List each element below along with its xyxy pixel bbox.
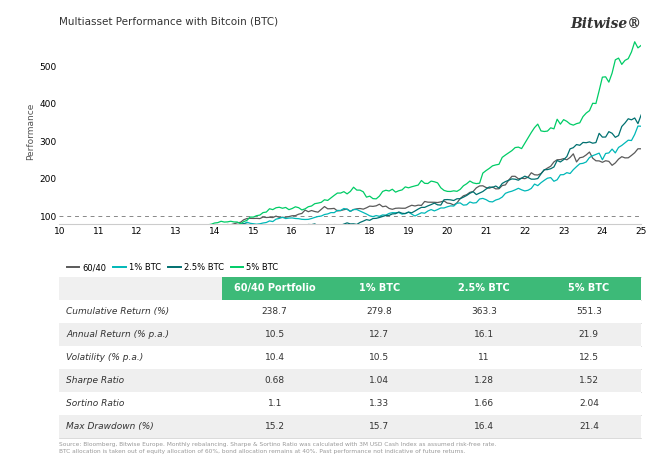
Text: 21.9: 21.9: [579, 330, 599, 339]
Text: 11: 11: [479, 352, 490, 362]
Text: Sharpe Ratio: Sharpe Ratio: [66, 376, 124, 385]
Text: 238.7: 238.7: [262, 307, 288, 315]
Text: 15.2: 15.2: [264, 421, 285, 430]
Text: Max Drawdown (%): Max Drawdown (%): [66, 421, 154, 430]
Text: 279.8: 279.8: [367, 307, 392, 315]
Text: 10.4: 10.4: [264, 352, 285, 362]
Text: 12.7: 12.7: [369, 330, 389, 339]
Text: 15.7: 15.7: [369, 421, 389, 430]
Text: 551.3: 551.3: [576, 307, 602, 315]
Text: 0.68: 0.68: [264, 376, 285, 385]
Text: 1.04: 1.04: [369, 376, 389, 385]
Text: 2.04: 2.04: [579, 399, 599, 408]
Text: 1.28: 1.28: [474, 376, 494, 385]
Text: Source: Bloomberg, Bitwise Europe. Monthly rebalancing. Sharpe & Sortino Ratio w: Source: Bloomberg, Bitwise Europe. Month…: [59, 442, 497, 454]
Legend: 60/40, 1% BTC, 2.5% BTC, 5% BTC: 60/40, 1% BTC, 2.5% BTC, 5% BTC: [63, 260, 282, 276]
Text: 5% BTC: 5% BTC: [568, 283, 609, 293]
Text: Bitwise®: Bitwise®: [570, 17, 641, 31]
Text: Volatility (% p.a.): Volatility (% p.a.): [66, 352, 143, 362]
Text: 1.52: 1.52: [579, 376, 599, 385]
Text: Annual Return (% p.a.): Annual Return (% p.a.): [66, 330, 169, 339]
Text: Cumulative Return (%): Cumulative Return (%): [66, 307, 169, 315]
Text: 16.1: 16.1: [474, 330, 494, 339]
Text: 12.5: 12.5: [579, 352, 599, 362]
Text: 60/40 Portfolio: 60/40 Portfolio: [234, 283, 315, 293]
Text: 16.4: 16.4: [474, 421, 494, 430]
Text: 1% BTC: 1% BTC: [359, 283, 400, 293]
Text: 10.5: 10.5: [264, 330, 285, 339]
Text: Sortino Ratio: Sortino Ratio: [66, 399, 124, 408]
Text: 2.5% BTC: 2.5% BTC: [458, 283, 510, 293]
Text: 363.3: 363.3: [471, 307, 497, 315]
Text: 1.1: 1.1: [268, 399, 282, 408]
Text: 1.66: 1.66: [474, 399, 494, 408]
Text: 1.33: 1.33: [369, 399, 389, 408]
Y-axis label: Performance: Performance: [26, 102, 35, 159]
Text: Multiasset Performance with Bitcoin (BTC): Multiasset Performance with Bitcoin (BTC…: [59, 17, 279, 26]
Text: 21.4: 21.4: [579, 421, 599, 430]
Text: 10.5: 10.5: [369, 352, 389, 362]
